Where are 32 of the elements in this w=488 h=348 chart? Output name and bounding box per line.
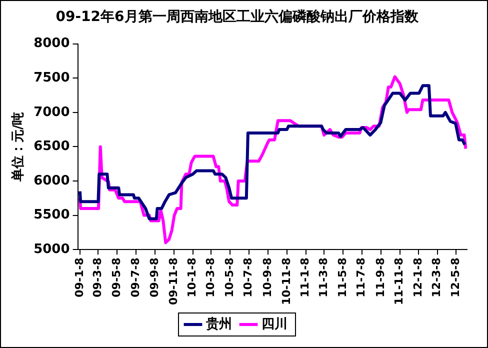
y-tick-label: 5000 xyxy=(34,242,70,257)
y-tick-label: 6500 xyxy=(34,139,70,154)
x-tick-label: 10-5-8 xyxy=(222,258,236,298)
x-tick-label: 11-9-8 xyxy=(374,258,387,298)
x-tick-label: 09-1-8 xyxy=(72,258,86,298)
x-tick-label: 10-9-8 xyxy=(260,258,274,298)
x-tick-label: 09-9-8 xyxy=(148,258,161,298)
x-tick-label: 11-3-8 xyxy=(316,258,330,298)
x-tick-label: 09-7-8 xyxy=(128,258,142,298)
x-tick-label: 11-1-8 xyxy=(298,258,312,298)
x-tick-label: 09-3-8 xyxy=(91,258,104,298)
y-tick-label: 7500 xyxy=(34,70,70,86)
x-tick-label: 12-5-8 xyxy=(449,258,462,298)
y-tick-label: 7000 xyxy=(34,104,70,120)
x-tick-label: 09-5-8 xyxy=(110,258,123,298)
x-tick-label: 10-11-8 xyxy=(280,258,293,306)
y-tick-label: 6000 xyxy=(34,173,70,188)
x-tick-label: 12-3-8 xyxy=(430,258,444,298)
x-tick-label: 10-3-8 xyxy=(204,258,217,298)
x-tick-label: 10-1-8 xyxy=(186,258,199,298)
x-tick-label: 12-1-8 xyxy=(412,258,425,298)
y-tick-label: 5500 xyxy=(34,208,70,223)
x-tick-label: 09-11-8 xyxy=(166,258,180,306)
legend-label: 四川 xyxy=(262,316,288,332)
chart-title: 09-12年6月第一周西南地区工业六偏磷酸钠出厂价格指数 xyxy=(56,8,420,26)
x-tick-label: 10-7-8 xyxy=(242,258,255,298)
x-tick-label: 11-5-8 xyxy=(336,258,349,298)
x-tick-label: 11-7-8 xyxy=(354,258,368,298)
y-axis-title: 单位：元/吨 xyxy=(10,112,26,183)
legend-label: 贵州 xyxy=(205,316,232,332)
x-tick-label: 11-11-8 xyxy=(392,258,406,306)
y-tick-label: 8000 xyxy=(34,36,70,52)
